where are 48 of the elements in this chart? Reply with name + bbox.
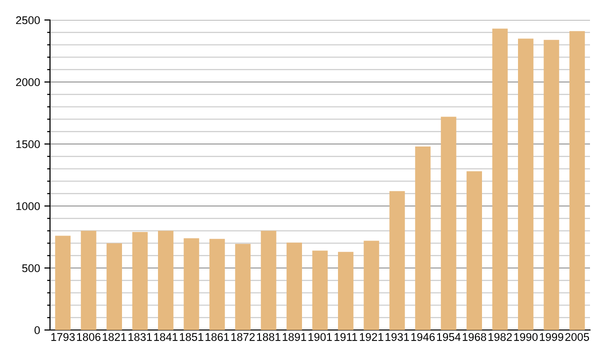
x-tick-label: 1861 [206,333,229,341]
y-tick-label: 2500 [16,16,40,24]
bar [338,252,354,330]
x-tick-label: 1851 [180,333,204,341]
y-tick-label: 2000 [16,78,40,86]
bar [466,171,482,330]
x-tick-label: 1891 [282,333,306,341]
bar [312,250,328,330]
x-tick-label: 1921 [360,333,384,341]
bar [389,191,405,330]
bar [106,243,122,330]
x-tick-label: 2005 [565,333,590,341]
bar [440,116,456,330]
x-tick-label: 1831 [128,333,152,341]
x-tick-label: 1999 [540,333,564,341]
x-tick-label: 1954 [437,333,461,341]
bar [235,244,251,330]
y-tick-label: 1500 [16,140,40,148]
x-tick-label: 1946 [411,333,435,341]
x-tick-label: 1901 [308,333,332,341]
bar [569,31,585,330]
bar [286,242,302,330]
x-tick-label: 1806 [77,333,100,341]
bar [518,38,534,330]
x-tick-label: 1968 [462,333,486,341]
x-tick-label: 1911 [334,333,358,341]
y-tick-label: 1000 [16,202,40,210]
y-tick-label: 500 [22,264,40,272]
bar [415,146,431,330]
bar [260,230,276,330]
bar [55,236,71,330]
bar [158,230,174,330]
x-tick-label: 1841 [154,333,178,341]
bar [209,238,225,330]
x-tick-label: 1872 [231,333,255,341]
bar [492,28,508,330]
y-tick-label: 0 [34,326,40,334]
bar [184,238,200,330]
x-tick-label: 1990 [514,333,538,341]
x-tick-label: 1931 [386,333,409,341]
bar [544,40,560,330]
bar [132,232,148,330]
bar [364,240,380,330]
x-tick-label: 1982 [488,333,512,341]
x-tick-label: 1821 [102,333,126,341]
x-tick-label: 1793 [51,333,75,341]
bar [80,230,96,330]
x-tick-label: 1881 [257,333,280,341]
